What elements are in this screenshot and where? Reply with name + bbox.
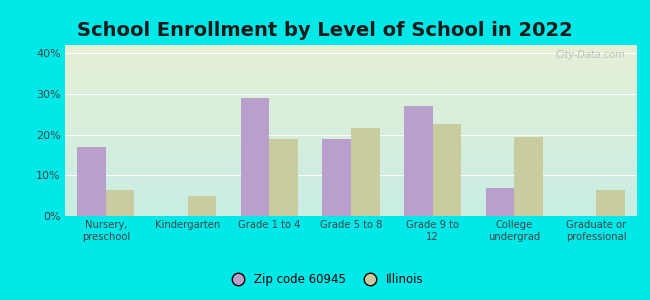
Bar — [404, 106, 433, 216]
Bar — [77, 147, 106, 216]
Bar — [106, 190, 135, 216]
Text: City-Data.com: City-Data.com — [556, 50, 625, 60]
Bar — [188, 196, 216, 216]
Bar — [433, 124, 462, 216]
Legend: Zip code 60945, Illinois: Zip code 60945, Illinois — [221, 269, 429, 291]
Bar — [269, 139, 298, 216]
Bar — [486, 188, 514, 216]
Bar — [596, 190, 625, 216]
Text: School Enrollment by Level of School in 2022: School Enrollment by Level of School in … — [77, 21, 573, 40]
Bar — [514, 136, 543, 216]
Bar — [322, 139, 351, 216]
Bar — [240, 98, 269, 216]
Bar — [351, 128, 380, 216]
